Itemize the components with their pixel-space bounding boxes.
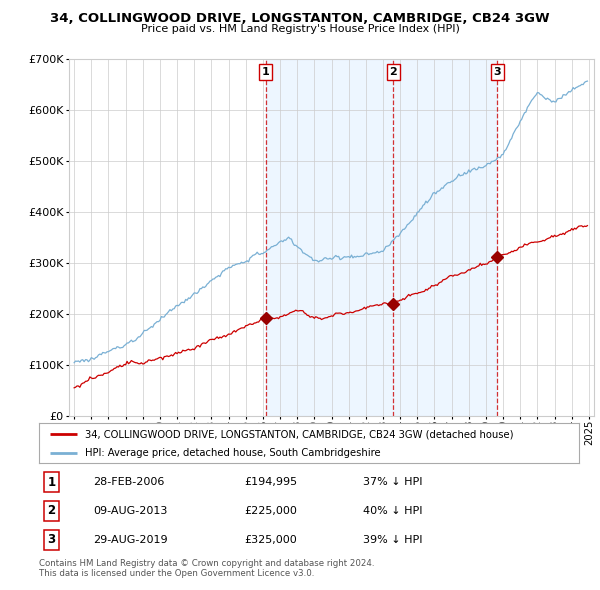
Text: 09-AUG-2013: 09-AUG-2013 (93, 506, 167, 516)
Bar (266, 59, 497, 416)
Text: £194,995: £194,995 (244, 477, 298, 487)
Text: 1: 1 (262, 67, 269, 77)
Text: HPI: Average price, detached house, South Cambridgeshire: HPI: Average price, detached house, Sout… (85, 448, 380, 458)
Text: 29-AUG-2019: 29-AUG-2019 (93, 535, 167, 545)
Text: 39% ↓ HPI: 39% ↓ HPI (363, 535, 422, 545)
Text: 37% ↓ HPI: 37% ↓ HPI (363, 477, 422, 487)
Text: 2: 2 (47, 504, 55, 517)
Text: £325,000: £325,000 (244, 535, 297, 545)
Text: 34, COLLINGWOOD DRIVE, LONGSTANTON, CAMBRIDGE, CB24 3GW: 34, COLLINGWOOD DRIVE, LONGSTANTON, CAMB… (50, 12, 550, 25)
Text: 1: 1 (47, 476, 55, 489)
Text: This data is licensed under the Open Government Licence v3.0.: This data is licensed under the Open Gov… (39, 569, 314, 578)
Text: 3: 3 (47, 533, 55, 546)
Text: Contains HM Land Registry data © Crown copyright and database right 2024.: Contains HM Land Registry data © Crown c… (39, 559, 374, 568)
Text: £225,000: £225,000 (244, 506, 297, 516)
Text: 34, COLLINGWOOD DRIVE, LONGSTANTON, CAMBRIDGE, CB24 3GW (detached house): 34, COLLINGWOOD DRIVE, LONGSTANTON, CAMB… (85, 430, 514, 440)
Text: 3: 3 (493, 67, 501, 77)
Text: 2: 2 (389, 67, 397, 77)
Text: 40% ↓ HPI: 40% ↓ HPI (363, 506, 422, 516)
Text: 28-FEB-2006: 28-FEB-2006 (93, 477, 164, 487)
Text: Price paid vs. HM Land Registry's House Price Index (HPI): Price paid vs. HM Land Registry's House … (140, 24, 460, 34)
